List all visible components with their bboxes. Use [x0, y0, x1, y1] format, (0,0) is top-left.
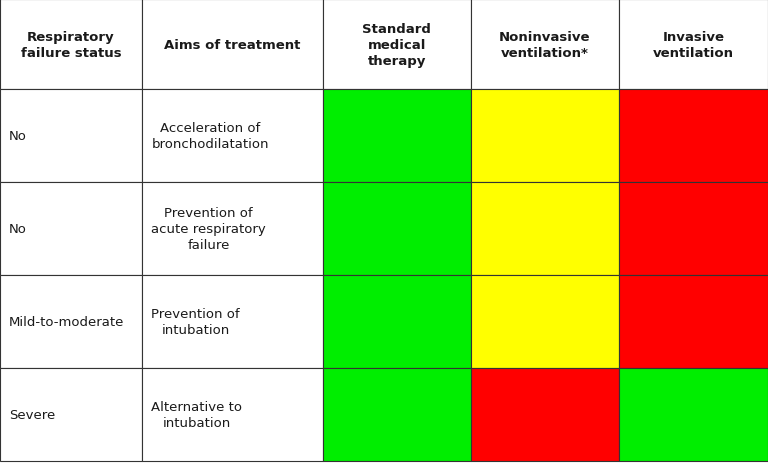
Bar — [471, 0, 619, 90]
Bar — [323, 90, 471, 183]
Bar — [619, 90, 768, 183]
Bar — [471, 90, 619, 183]
Text: Mild-to-moderate: Mild-to-moderate — [9, 315, 124, 328]
Bar — [471, 183, 619, 275]
Bar — [0, 183, 142, 275]
Text: Respiratory
failure status: Respiratory failure status — [21, 31, 121, 60]
Bar — [619, 275, 768, 368]
Bar — [619, 183, 768, 275]
Text: Severe: Severe — [9, 408, 55, 421]
Bar — [142, 275, 323, 368]
Text: Acceleration of
bronchodilatation: Acceleration of bronchodilatation — [151, 122, 269, 151]
Bar — [619, 368, 768, 461]
Bar — [142, 368, 323, 461]
Bar — [142, 183, 323, 275]
Bar — [0, 0, 142, 90]
Text: Prevention of
intubation: Prevention of intubation — [151, 307, 240, 336]
Text: No: No — [9, 130, 27, 143]
Bar — [471, 368, 619, 461]
Bar — [323, 0, 471, 90]
Bar — [323, 368, 471, 461]
Text: Prevention of
acute respiratory
failure: Prevention of acute respiratory failure — [151, 207, 266, 251]
Bar — [142, 0, 323, 90]
Bar — [323, 275, 471, 368]
Bar — [619, 0, 768, 90]
Bar — [0, 368, 142, 461]
Text: Invasive
ventilation: Invasive ventilation — [653, 31, 734, 60]
Bar — [323, 183, 471, 275]
Text: Alternative to
intubation: Alternative to intubation — [151, 400, 242, 429]
Text: Standard
medical
therapy: Standard medical therapy — [362, 23, 431, 68]
Bar — [0, 90, 142, 183]
Text: No: No — [9, 223, 27, 236]
Text: Noninvasive
ventilation*: Noninvasive ventilation* — [499, 31, 591, 60]
Bar — [0, 275, 142, 368]
Bar — [471, 275, 619, 368]
Bar — [142, 90, 323, 183]
Text: Aims of treatment: Aims of treatment — [164, 38, 300, 52]
